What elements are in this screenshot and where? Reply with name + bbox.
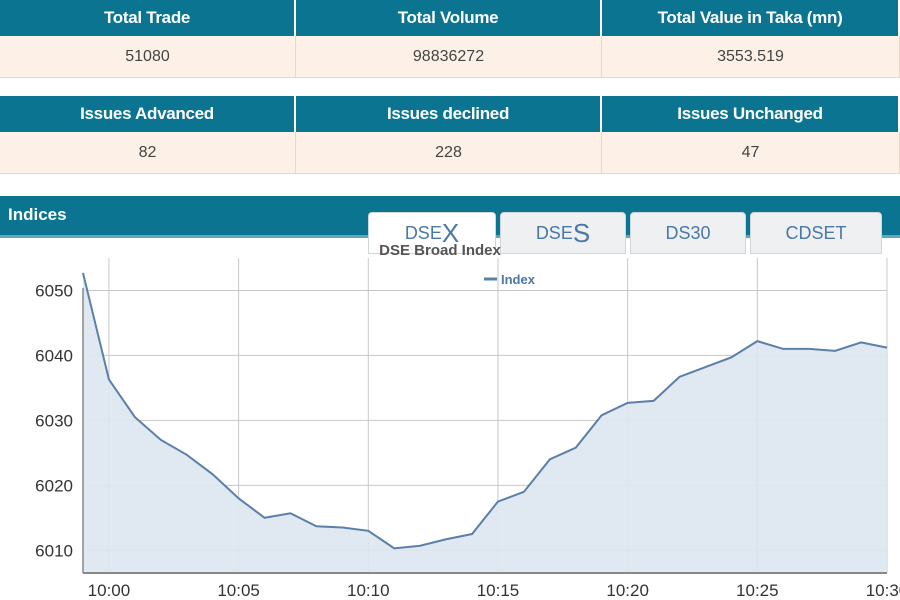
x-tick-label: 10:15 <box>477 581 520 600</box>
y-tick-label: 6040 <box>35 346 73 365</box>
tab-label: DSE <box>404 222 442 243</box>
value-issues-unchanged: 47 <box>602 132 900 174</box>
y-tick-label: 6010 <box>35 541 73 560</box>
header-issues-unchanged: Issues Unchanged <box>602 96 900 132</box>
value-total-trade: 51080 <box>0 36 296 78</box>
index-area <box>83 272 887 573</box>
value-issues-advanced: 82 <box>0 132 296 174</box>
tab-cdset[interactable]: CDSET <box>750 212 882 254</box>
issues-table: Issues Advanced Issues declined Issues U… <box>0 96 900 174</box>
header-issues-declined: Issues declined <box>296 96 602 132</box>
header-total-volume: Total Volume <box>296 0 602 36</box>
x-tick-label: 10:30 <box>866 581 900 600</box>
legend-label: Index <box>501 272 536 287</box>
header-total-value: Total Value in Taka (mn) <box>602 0 900 36</box>
market-summary-table: Total Trade Total Volume Total Value in … <box>0 0 900 78</box>
header-issues-advanced: Issues Advanced <box>0 96 296 132</box>
x-tick-label: 10:20 <box>606 581 649 600</box>
value-issues-declined: 228 <box>296 132 602 174</box>
tab-label-suffix: X <box>441 217 460 248</box>
tab-ds30[interactable]: DS30 <box>630 212 746 254</box>
tab-label-suffix: S <box>572 217 591 248</box>
x-tick-label: 10:05 <box>217 581 260 600</box>
tab-label: CDSET <box>785 222 847 243</box>
index-line <box>82 272 888 550</box>
tab-label: DSE <box>535 222 573 243</box>
header-total-trade: Total Trade <box>0 0 296 36</box>
value-total-volume: 98836272 <box>296 36 602 78</box>
tab-dsex[interactable]: DSE X <box>368 212 496 254</box>
x-tick-label: 10:25 <box>736 581 779 600</box>
y-tick-label: 6020 <box>35 476 73 495</box>
chart-title: DSE Broad Index <box>379 242 501 259</box>
tab-dses[interactable]: DSE S <box>500 212 626 254</box>
value-total-value: 3553.519 <box>602 36 900 78</box>
x-tick-label: 10:00 <box>88 581 131 600</box>
y-tick-label: 6030 <box>35 411 73 430</box>
x-tick-label: 10:10 <box>347 581 390 600</box>
indices-title: Indices <box>8 205 67 224</box>
tab-label: DS30 <box>665 222 711 243</box>
y-tick-label: 6050 <box>35 281 73 300</box>
